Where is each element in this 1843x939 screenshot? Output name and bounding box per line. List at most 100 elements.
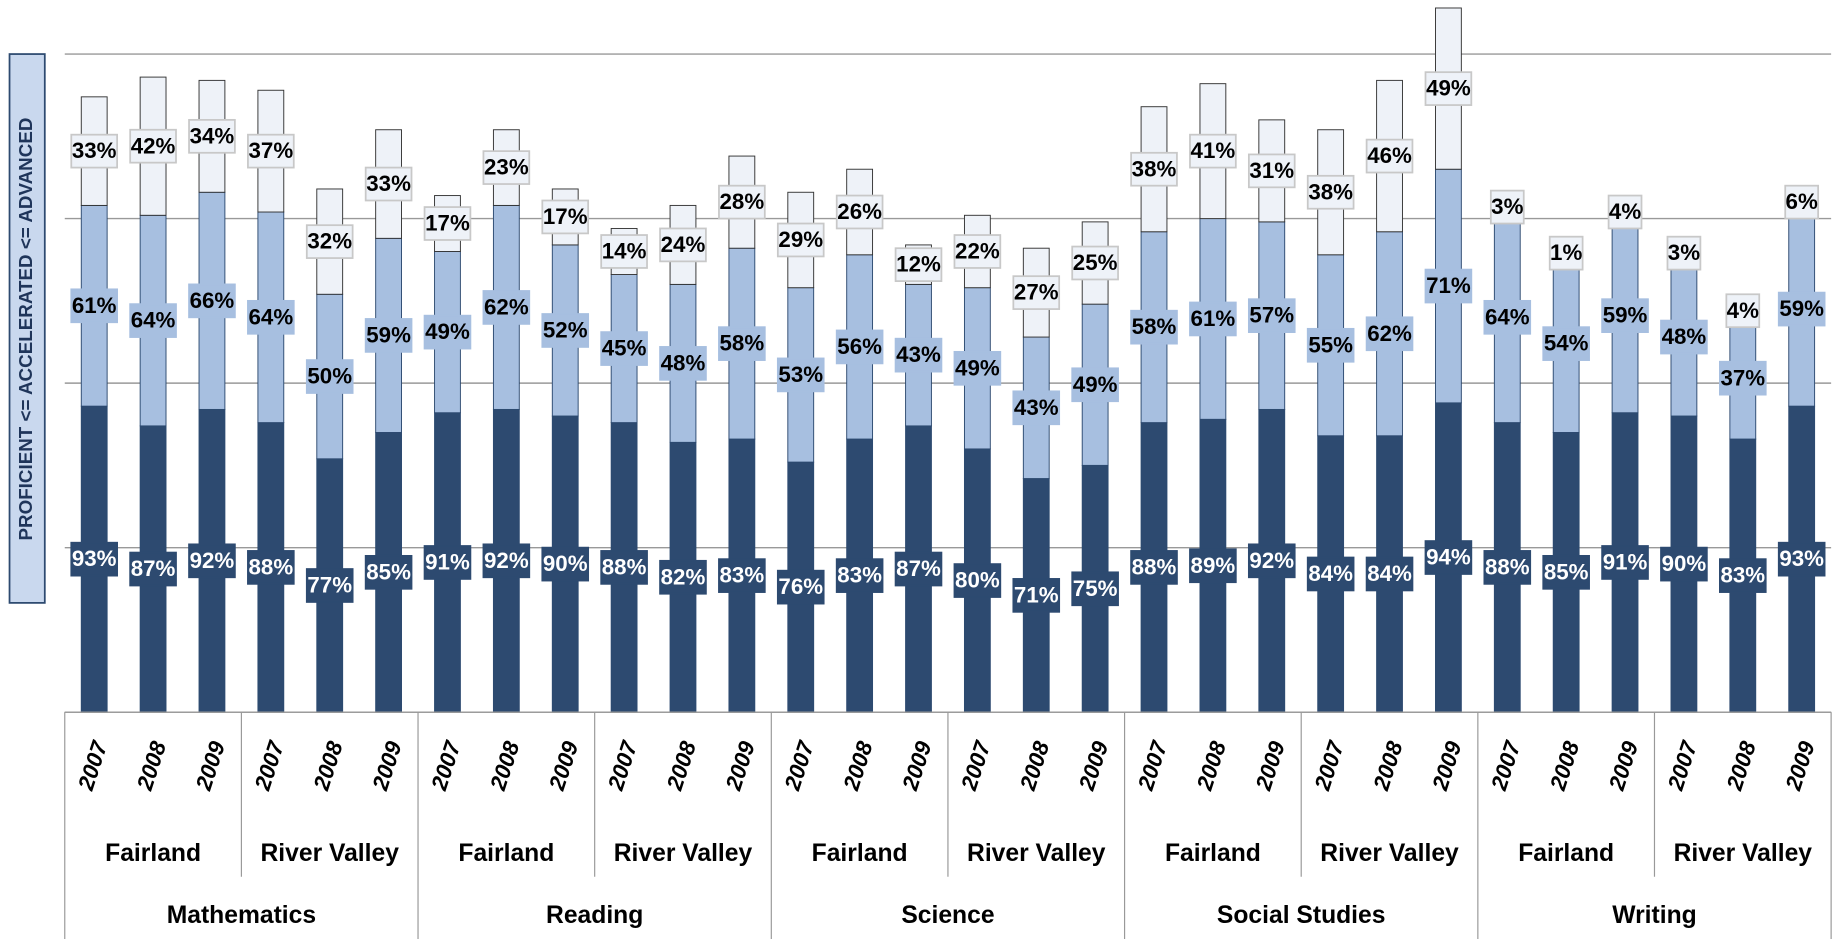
value-label-bg bbox=[541, 546, 590, 582]
value-label-bg bbox=[1247, 298, 1296, 333]
value-label-bg bbox=[1424, 268, 1473, 304]
value-label-bg bbox=[1601, 545, 1649, 580]
x-tick-label: 2009 bbox=[1250, 738, 1290, 794]
x-tick-label: 2007 bbox=[1309, 737, 1349, 794]
value-label-bg bbox=[70, 541, 119, 577]
value-label-bg bbox=[423, 314, 472, 350]
value-label: 64% bbox=[1485, 304, 1530, 329]
value-label-bg bbox=[541, 313, 590, 348]
value-label-bg bbox=[1189, 301, 1237, 337]
subject-label: Social Studies bbox=[1217, 902, 1386, 929]
value-label-bg bbox=[1719, 360, 1767, 396]
value-label-bg bbox=[835, 329, 884, 365]
value-label: 17% bbox=[425, 211, 470, 236]
x-tick-label: 2008 bbox=[485, 738, 525, 794]
value-label: 50% bbox=[307, 364, 352, 389]
x-tick-label: 2007 bbox=[73, 737, 113, 794]
value-label: 59% bbox=[366, 322, 411, 347]
x-tick-label: 2009 bbox=[1427, 738, 1467, 794]
value-label: 38% bbox=[1308, 179, 1353, 204]
x-tick-label: 2007 bbox=[956, 737, 996, 794]
value-label: 93% bbox=[1779, 546, 1824, 571]
value-label: 57% bbox=[1249, 303, 1294, 328]
value-label: 3% bbox=[1491, 194, 1523, 219]
value-label-bg bbox=[1725, 293, 1761, 329]
value-label-bg bbox=[482, 543, 531, 579]
value-label-bg bbox=[600, 234, 648, 269]
value-label-bg bbox=[718, 326, 766, 361]
school-label: Fairland bbox=[458, 840, 554, 867]
value-label-bg bbox=[305, 359, 354, 394]
subject-label: Mathematics bbox=[167, 902, 316, 929]
value-label: 14% bbox=[602, 239, 647, 264]
school-label: River Valley bbox=[1674, 840, 1813, 867]
value-label-bg bbox=[305, 568, 354, 603]
value-label-bg bbox=[1424, 71, 1473, 106]
value-label-bg bbox=[129, 128, 177, 164]
value-label: 48% bbox=[661, 350, 706, 375]
value-label-bg bbox=[188, 543, 236, 579]
value-label-bg bbox=[1189, 133, 1237, 169]
value-label: 33% bbox=[72, 138, 117, 163]
value-label: 48% bbox=[1662, 324, 1707, 349]
value-label: 71% bbox=[1426, 273, 1471, 298]
value-label: 1% bbox=[1550, 240, 1582, 265]
value-label-bg bbox=[423, 545, 472, 580]
value-label: 89% bbox=[1191, 553, 1236, 578]
value-label: 52% bbox=[543, 318, 588, 343]
value-label: 46% bbox=[1367, 143, 1412, 168]
x-tick-label: 2009 bbox=[720, 738, 760, 794]
value-label-bg bbox=[305, 224, 354, 259]
value-label-bg bbox=[1071, 367, 1119, 403]
value-label: 58% bbox=[720, 331, 765, 356]
value-label: 3% bbox=[1668, 240, 1700, 265]
value-label: 59% bbox=[1779, 296, 1824, 321]
value-label: 91% bbox=[425, 550, 470, 575]
value-label-bg bbox=[659, 559, 707, 595]
value-label-bg bbox=[953, 234, 1002, 269]
value-label: 83% bbox=[837, 563, 882, 588]
value-label-bg bbox=[188, 118, 236, 154]
subject-label: Science bbox=[901, 902, 994, 929]
value-label: 41% bbox=[1191, 138, 1236, 163]
value-label-bg bbox=[1542, 554, 1590, 590]
value-label: 28% bbox=[720, 189, 765, 214]
value-label: 88% bbox=[602, 554, 647, 579]
subject-label: Reading bbox=[546, 902, 643, 929]
value-label-bg bbox=[423, 206, 472, 241]
x-tick-label: 2007 bbox=[1133, 737, 1173, 794]
x-tick-label: 2009 bbox=[1780, 738, 1820, 794]
value-label: 76% bbox=[778, 574, 823, 599]
value-label: 77% bbox=[307, 573, 352, 598]
x-tick-label: 2007 bbox=[779, 737, 819, 794]
value-label: 4% bbox=[1727, 298, 1759, 323]
value-label-bg bbox=[1666, 235, 1702, 271]
value-label: 85% bbox=[366, 559, 411, 584]
value-label: 91% bbox=[1603, 550, 1648, 575]
value-label-bg bbox=[482, 290, 531, 325]
value-label-bg bbox=[129, 303, 177, 338]
value-label-bg bbox=[1012, 275, 1061, 310]
value-label: 31% bbox=[1249, 158, 1294, 183]
value-label: 90% bbox=[543, 551, 588, 576]
value-label: 42% bbox=[131, 133, 176, 158]
value-label-bg bbox=[364, 318, 413, 353]
value-label-bg bbox=[718, 184, 766, 220]
x-tick-label: 2009 bbox=[1074, 738, 1114, 794]
value-label: 17% bbox=[543, 204, 588, 229]
value-label: 49% bbox=[425, 319, 470, 344]
value-label: 26% bbox=[837, 199, 882, 224]
value-label: 4% bbox=[1609, 199, 1641, 224]
value-label: 12% bbox=[896, 252, 941, 277]
value-label: 92% bbox=[190, 548, 235, 573]
value-label-bg bbox=[1548, 235, 1584, 271]
value-label-bg bbox=[1130, 309, 1178, 345]
school-label: River Valley bbox=[260, 840, 399, 867]
school-label: River Valley bbox=[967, 840, 1106, 867]
value-label-bg bbox=[1660, 319, 1708, 355]
x-tick-label: 2008 bbox=[838, 738, 878, 794]
value-label: 37% bbox=[1720, 365, 1765, 390]
value-label: 61% bbox=[1191, 306, 1236, 331]
value-label: 49% bbox=[1073, 372, 1118, 397]
value-label-bg bbox=[541, 199, 590, 235]
